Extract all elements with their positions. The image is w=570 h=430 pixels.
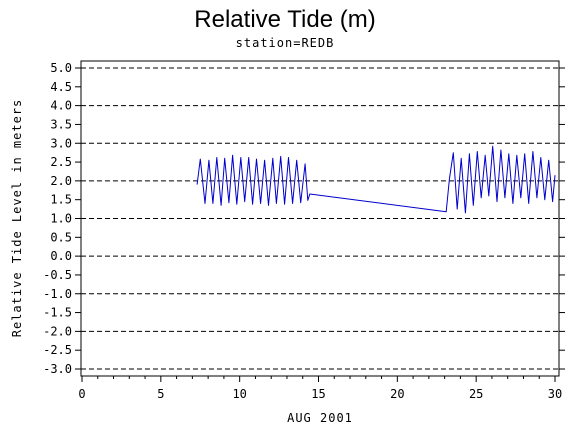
y-tick-label: 3.5 [50,117,72,131]
x-axis-label: AUG 2001 [287,411,353,425]
y-tick-label: 2.5 [50,155,72,169]
y-tick-label: -1.5 [43,306,72,320]
series-layer [196,145,556,214]
x-tick-label: 5 [157,387,164,401]
y-tick-label: 0.5 [50,230,72,244]
y-tick-label: -1.0 [43,287,72,301]
x-tick-label: 10 [232,387,246,401]
y-axis: 5.0 4.5 4.0 3.5 3.0 2.5 2.0 1.5 1.0 0.5 0.0 -0.5 -1.… [43,61,565,376]
x-tick-label: 30 [548,387,562,401]
x-axis: 0 5 10 15 20 25 30 [78,376,562,401]
y-tick-label: 3.0 [50,136,72,150]
x-tick-label: 20 [390,387,404,401]
x-tick-label: 15 [311,387,325,401]
chart-subtitle: station=REDB [235,36,335,50]
y-tick-label: 0.0 [50,249,72,263]
y-tick-label: -2.5 [43,343,72,357]
y-tick-label: 5.0 [50,61,72,75]
y-tick-label: 1.5 [50,193,72,207]
y-axis-label: Relative Tide Level in meters [10,99,24,338]
x-tick-label: 25 [469,387,483,401]
y-tick-label: -2.0 [43,324,72,338]
y-tick-label: 2.0 [50,174,72,188]
grid-lines [81,67,559,370]
y-tick-label: 4.5 [50,80,72,94]
y-tick-label: -0.5 [43,268,72,282]
y-tick-label: 1.0 [50,212,72,226]
y-tick-label: 4.0 [50,99,72,113]
x-tick-label: 0 [78,387,85,401]
plot-area-frame [80,60,560,377]
y-tick-label: -3.0 [43,362,72,376]
chart-title: Relative Tide (m) [194,6,376,33]
tide-series-line [196,145,556,214]
